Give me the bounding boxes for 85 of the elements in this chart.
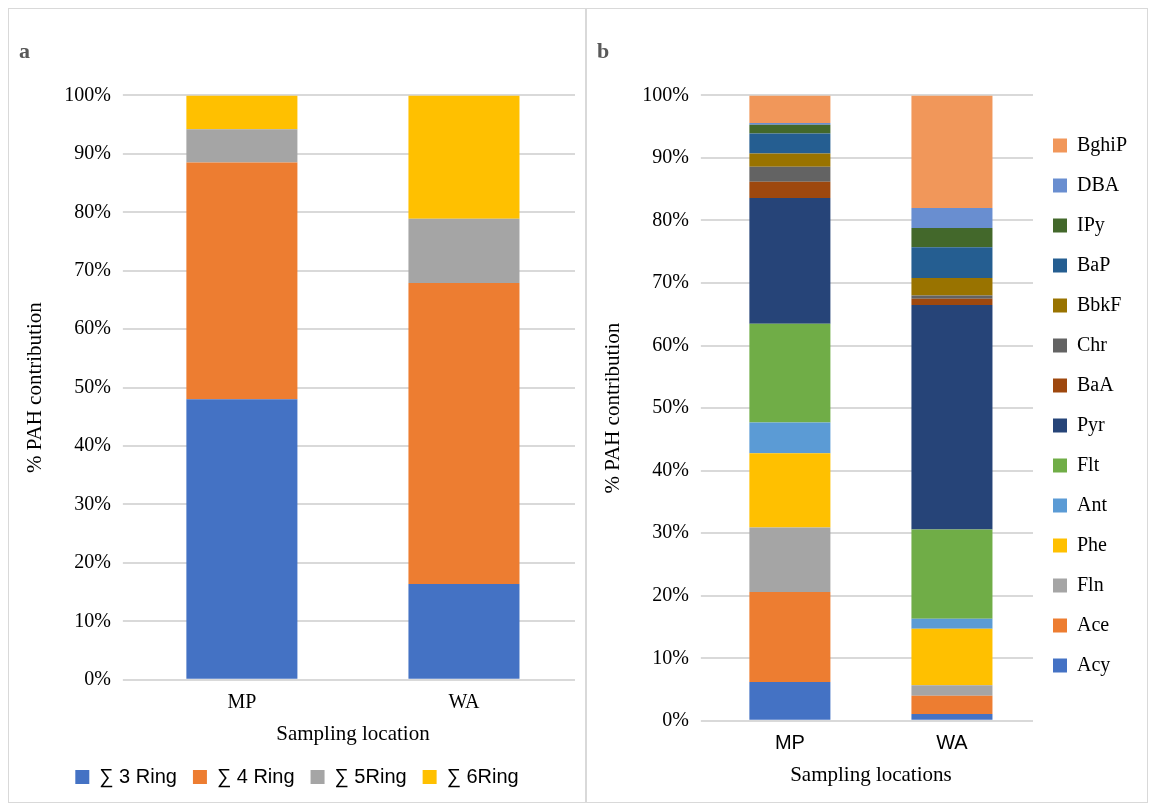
- bar: [749, 453, 831, 528]
- x-tick-label: WA: [936, 731, 969, 754]
- y-tick-label: 70%: [74, 257, 111, 280]
- bar: [911, 278, 993, 296]
- legend-label: Ace: [1076, 612, 1110, 635]
- bar: [911, 95, 993, 208]
- y-tick-label: 30%: [74, 491, 111, 514]
- legend-label: Phe: [1076, 532, 1108, 555]
- y-tick-label: 100%: [64, 82, 111, 105]
- chart-title: a: [19, 37, 30, 63]
- bar: [186, 399, 298, 679]
- legend-label: Fln: [1076, 572, 1104, 595]
- bar: [911, 227, 993, 248]
- x-axis-title: Sampling location: [276, 720, 431, 745]
- x-axis-title: Sampling locations: [790, 761, 952, 786]
- y-tick-label: 0%: [662, 708, 689, 731]
- bar: [749, 197, 831, 324]
- legend-label: Pyr: [1076, 412, 1106, 436]
- y-tick-label: 0%: [84, 667, 111, 690]
- legend-label: IPy: [1076, 212, 1105, 236]
- y-tick-label: 10%: [74, 608, 111, 631]
- bar: [749, 181, 831, 198]
- bar: [186, 95, 298, 130]
- bar: [911, 685, 993, 696]
- y-axis-title: % PAH contribution: [22, 301, 47, 473]
- x-tick-label: WA: [448, 690, 481, 713]
- bar: [749, 166, 831, 182]
- bar: [186, 129, 298, 163]
- bar: [408, 282, 520, 584]
- y-tick-label: 90%: [74, 141, 111, 164]
- legend-label: Chr: [1076, 332, 1108, 355]
- legend-label: ∑ 5Ring: [334, 764, 407, 788]
- legend-label: Ant: [1076, 492, 1108, 515]
- y-tick-label: 50%: [74, 374, 111, 397]
- bar: [911, 207, 993, 228]
- legend-label: ∑ 4 Ring: [216, 764, 295, 788]
- bar: [749, 591, 831, 683]
- bar: [749, 527, 831, 592]
- x-tick-label: MP: [774, 731, 805, 754]
- legend-label: BghiP: [1076, 132, 1128, 156]
- bar: [749, 153, 831, 167]
- bar: [911, 529, 993, 619]
- y-tick-label: 90%: [652, 145, 689, 168]
- legend-label: BaP: [1076, 252, 1111, 275]
- bar: [911, 713, 993, 720]
- bar: [749, 323, 831, 423]
- bar: [186, 162, 298, 400]
- chart-title: b: [597, 37, 610, 63]
- bar: [911, 295, 993, 299]
- bar: [749, 95, 831, 123]
- legend-label: DBA: [1076, 172, 1120, 195]
- bar: [911, 695, 993, 714]
- bar: [911, 298, 993, 305]
- y-tick-label: 70%: [652, 270, 689, 293]
- legend-label: BbkF: [1076, 292, 1122, 315]
- bar: [749, 124, 831, 134]
- bar: [749, 133, 831, 154]
- bar: [911, 618, 993, 629]
- bar: [749, 682, 831, 720]
- y-tick-label: 20%: [652, 582, 689, 605]
- y-tick-label: 60%: [74, 316, 111, 339]
- bar: [408, 95, 520, 219]
- y-axis-title: % PAH contribution: [600, 322, 625, 494]
- y-tick-label: 40%: [652, 457, 689, 480]
- y-tick-label: 40%: [74, 433, 111, 456]
- bar: [911, 247, 993, 279]
- bar: [408, 218, 520, 283]
- y-tick-label: 10%: [652, 645, 689, 668]
- legend-label: Acy: [1076, 652, 1111, 676]
- bar: [911, 304, 993, 530]
- y-tick-label: 60%: [652, 332, 689, 355]
- bar: [408, 583, 520, 679]
- legend-label: ∑ 3 Ring: [99, 764, 177, 788]
- y-tick-label: 80%: [74, 199, 111, 222]
- y-tick-label: 100%: [642, 82, 689, 105]
- y-tick-label: 30%: [652, 520, 689, 543]
- y-tick-label: 80%: [652, 207, 689, 230]
- y-tick-label: 50%: [652, 395, 689, 418]
- bar: [911, 628, 993, 686]
- x-tick-label: MP: [227, 690, 257, 713]
- legend-label: BaA: [1076, 372, 1115, 395]
- bar: [749, 422, 831, 454]
- legend-label: ∑ 6Ring: [446, 764, 519, 788]
- y-tick-label: 20%: [74, 550, 111, 573]
- legend-label: Flt: [1076, 452, 1100, 475]
